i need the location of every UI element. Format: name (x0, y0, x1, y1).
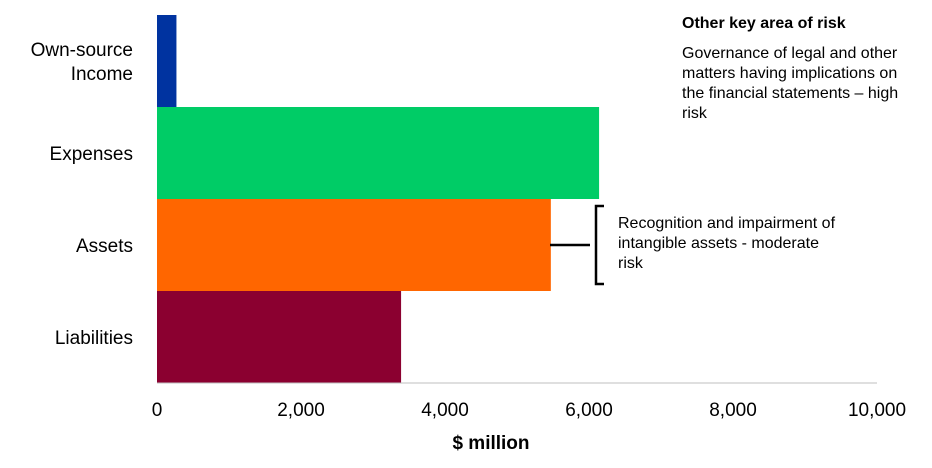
annotation-bracket (594, 204, 604, 286)
x-tick-label: 8,000 (709, 400, 757, 421)
category-label-line: Own-source (31, 40, 133, 61)
x-tick-label: 4,000 (421, 400, 469, 421)
asset-risk-annotation: Recognition and impairment of intangible… (618, 215, 836, 272)
other-risk-text: Governance of legal and other matters ha… (682, 45, 899, 122)
bar-own-source-income (157, 15, 177, 107)
bar-expenses (157, 107, 600, 199)
x-tick-label: 10,000 (848, 400, 906, 421)
bar-assets (157, 199, 551, 291)
category-label-own-source-income: Own-source Income (31, 40, 133, 85)
x-tick-label: 2,000 (277, 400, 325, 421)
x-tick-label: 6,000 (565, 400, 613, 421)
category-label-line: Income (71, 64, 133, 85)
category-label-line: Expenses (50, 144, 133, 165)
category-label-line: Assets (76, 236, 133, 257)
category-label-expenses: Expenses (50, 144, 133, 165)
other-risk-annotation: Other key area of risk Governance of leg… (682, 14, 922, 124)
category-label-liabilities: Liabilities (55, 328, 133, 349)
category-label-assets: Assets (76, 236, 133, 257)
x-axis-title: $ million (452, 433, 529, 454)
category-label-line: Liabilities (55, 328, 133, 349)
x-tick-label: 0 (152, 400, 163, 421)
bar-liabilities (157, 291, 402, 383)
other-risk-heading: Other key area of risk (682, 15, 846, 32)
